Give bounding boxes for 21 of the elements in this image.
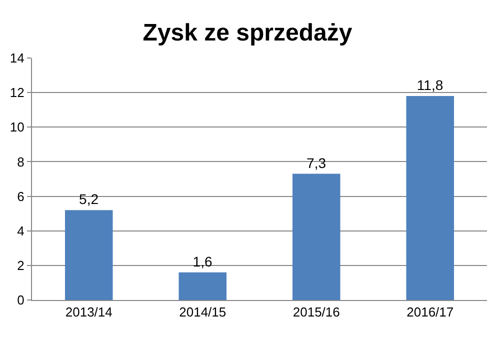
y-tick-label: 12 [10,85,24,100]
x-tick-label: 2014/15 [179,304,226,320]
bar [64,210,113,300]
y-tick-label: 4 [17,223,24,238]
y-tick-label: 8 [17,154,24,170]
y-tick-label: 14 [10,50,24,66]
x-tick-label: 2015/16 [292,304,340,320]
bar [406,96,454,300]
bar [178,272,227,300]
y-tick-label: 0 [17,292,24,308]
bar [292,174,340,300]
chart-title: Zysk ze sprzedaży [142,19,353,46]
y-tick-label: 10 [10,120,24,135]
data-label: 5,2 [79,191,99,208]
x-tick-label: 2016/17 [406,304,454,320]
data-label: 7,3 [306,154,326,171]
y-tick-label: 6 [17,188,24,204]
y-tick-label: 2 [17,258,24,273]
data-label: 11,8 [416,77,444,94]
x-tick-label: 2013/14 [65,304,112,320]
data-label: 1,6 [192,253,212,270]
